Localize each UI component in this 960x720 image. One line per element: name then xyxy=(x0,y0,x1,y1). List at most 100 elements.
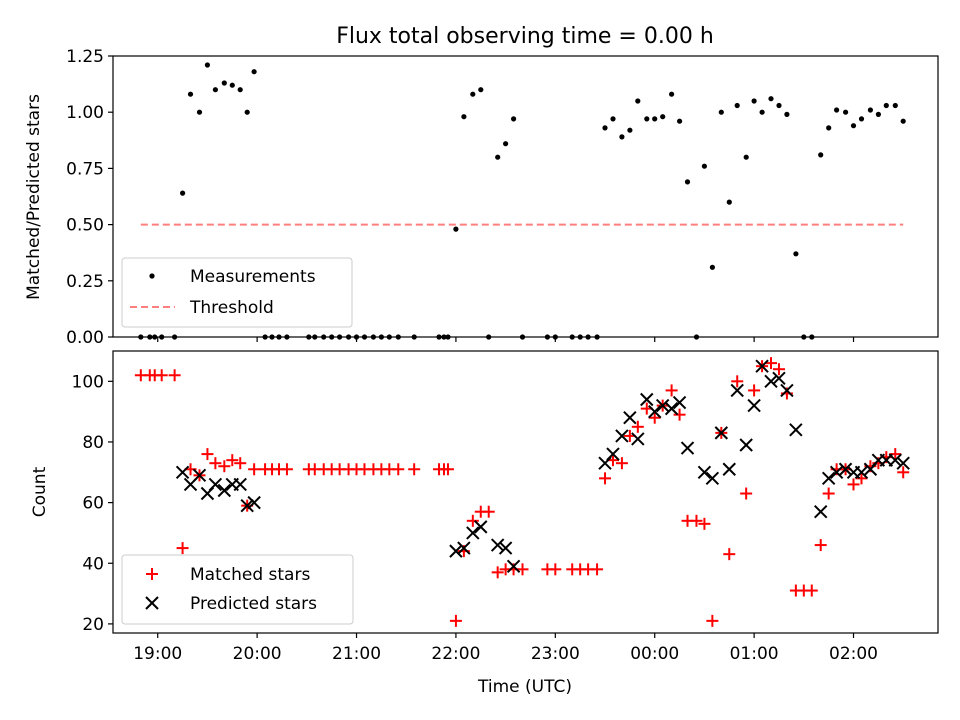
x-tick-label: 21:00 xyxy=(332,644,381,664)
predicted-star-point xyxy=(772,371,786,385)
matched-star-point xyxy=(449,614,462,627)
predicted-star-point xyxy=(240,498,254,513)
measurement-point xyxy=(834,107,840,113)
measurement-point xyxy=(826,125,832,131)
matched-star-point xyxy=(218,460,231,473)
predicted-star-point xyxy=(457,541,471,555)
measurement-point xyxy=(461,114,467,120)
legend-frame xyxy=(121,257,353,328)
y-tick-label: 80 xyxy=(82,433,104,453)
predicted-star-point xyxy=(739,438,753,452)
matched-star-point xyxy=(591,563,604,576)
legend-matched-marker xyxy=(146,568,158,580)
measurement-point xyxy=(503,141,509,147)
matched-star-point xyxy=(855,472,868,485)
ratio-plot-area xyxy=(138,62,906,340)
measurement-point xyxy=(858,116,865,122)
predicted-star-point xyxy=(192,468,207,483)
legend-measurements-marker xyxy=(149,273,155,279)
measurement-point xyxy=(718,109,724,115)
legend-frame xyxy=(121,554,354,625)
predicted-star-point xyxy=(714,426,729,440)
x-tick-label: 20:00 xyxy=(233,644,282,664)
measurement-point xyxy=(478,87,484,93)
y-tick-label: 40 xyxy=(82,554,104,574)
matched-star-point xyxy=(466,514,479,527)
matched-star-point xyxy=(748,384,761,397)
matched-star-point xyxy=(698,517,711,530)
measurement-point xyxy=(610,116,616,122)
predicted-star-point xyxy=(780,383,794,398)
matched-star-point xyxy=(772,363,785,376)
predicted-star-point xyxy=(498,541,513,555)
predicted-star-point xyxy=(655,398,670,413)
count-y-axis-label: Count xyxy=(30,466,50,517)
predicted-star-point xyxy=(697,465,712,479)
matched-star-point xyxy=(690,514,703,527)
measurement-point xyxy=(892,102,898,109)
predicted-star-point xyxy=(814,505,828,519)
measurement-point xyxy=(251,69,257,75)
matched-star-point xyxy=(482,505,495,518)
measurement-point xyxy=(510,116,517,122)
measurement-point xyxy=(212,87,218,93)
predicted-star-point xyxy=(664,401,679,416)
count-plot-area xyxy=(134,357,910,627)
measurement-point xyxy=(229,82,235,88)
measurement-point xyxy=(669,91,675,97)
measurement-point xyxy=(677,118,683,124)
x-tick-label: 23:00 xyxy=(531,644,580,664)
matched-star-point xyxy=(897,466,910,479)
y-tick-label: 0.25 xyxy=(66,272,104,292)
predicted-star-point xyxy=(672,395,687,410)
measurement-point xyxy=(187,91,194,97)
matched-star-point xyxy=(765,357,778,370)
matched-star-point xyxy=(549,563,562,576)
ratio-x-ticks xyxy=(157,337,855,342)
predicted-star-point xyxy=(789,423,803,437)
matched-star-point xyxy=(847,478,860,491)
predicted-star-point xyxy=(449,544,463,558)
ratio-y-axis-label: Matched/Predicted stars xyxy=(24,94,44,300)
matched-star-point xyxy=(599,472,612,485)
measurement-point xyxy=(850,123,857,129)
measurement-point xyxy=(196,109,203,115)
count-y-axis: 20 40 60 80 100 xyxy=(72,372,113,635)
matched-star-point xyxy=(665,384,678,397)
measurement-point xyxy=(883,102,889,109)
legend-matched-label: Matched stars xyxy=(190,565,310,585)
ratio-legend: Measurements Threshold xyxy=(121,257,353,328)
y-tick-label: 1.25 xyxy=(66,47,104,67)
ratio-axes-frame xyxy=(112,55,939,338)
predicted-star-point xyxy=(764,374,778,389)
matched-star-point xyxy=(226,454,239,467)
measurement-point xyxy=(875,111,882,117)
measurement-point xyxy=(204,62,210,68)
measurement-point xyxy=(701,163,708,169)
predicted-star-point xyxy=(896,456,910,470)
ratio-panel: Flux total observing time = 0.00 h 0.000… xyxy=(24,24,939,348)
matched-star-point xyxy=(631,420,644,433)
matched-star-point xyxy=(805,584,818,597)
predicted-star-point xyxy=(747,398,761,413)
predicted-star-point xyxy=(648,404,662,419)
predicted-star-point xyxy=(623,411,637,425)
measurement-point xyxy=(843,109,849,115)
matched-star-point xyxy=(723,548,736,561)
x-tick-label: 02:00 xyxy=(829,644,878,664)
measurement-point xyxy=(709,264,716,270)
count-legend: Matched stars Predicted stars xyxy=(121,554,354,625)
measurement-point xyxy=(684,179,691,185)
measurement-point xyxy=(635,98,641,104)
predicted-star-point xyxy=(705,471,720,486)
measurement-point xyxy=(768,96,774,102)
predicted-star-point xyxy=(233,477,247,492)
predicted-star-point xyxy=(680,441,695,455)
matched-star-point xyxy=(706,614,719,627)
y-tick-label: 60 xyxy=(82,494,104,514)
measurement-point xyxy=(726,199,732,205)
predicted-star-point xyxy=(474,520,488,534)
matched-star-point xyxy=(168,369,181,382)
measurement-point xyxy=(627,127,633,133)
